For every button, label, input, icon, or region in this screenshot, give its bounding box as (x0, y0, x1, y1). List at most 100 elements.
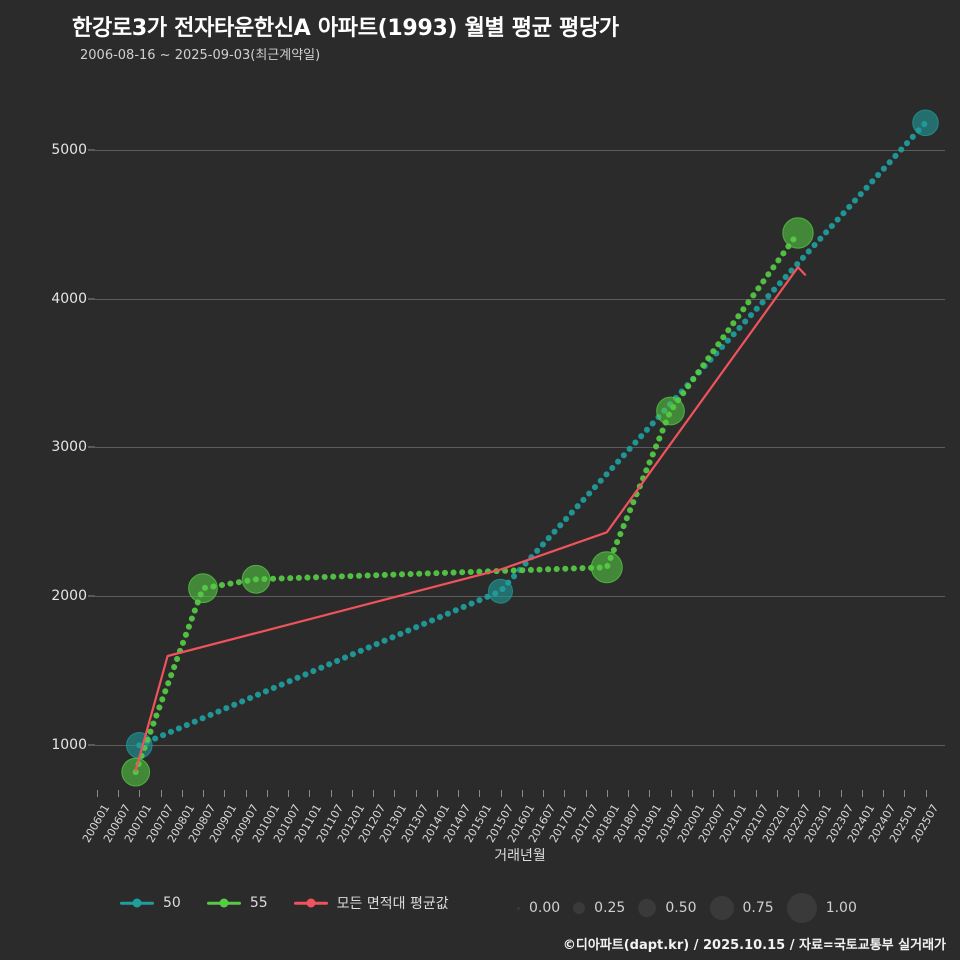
x-tick-mark (776, 790, 778, 797)
legend-swatch-icon (293, 898, 328, 908)
data-point[interactable] (912, 109, 939, 137)
x-tick-mark (266, 790, 268, 797)
size-legend-item: 0.75 (701, 896, 774, 920)
x-tick-mark (734, 790, 736, 797)
size-legend-label: 0.25 (594, 900, 626, 916)
y-tick-mark (88, 298, 95, 299)
plot-area: 1000 2000 3000 4000 5000 200601 200607 200701 2… (51, 90, 945, 845)
x-tick-mark (458, 790, 460, 797)
x-tick-mark (543, 790, 545, 797)
x-tick-mark (139, 790, 141, 797)
x-tick-mark (564, 790, 566, 797)
x-tick-mark (479, 790, 481, 797)
series-line (132, 230, 801, 776)
page-title: 한강로3가 전자타운한신A 아파트(1993) 월별 평균 평당가 (72, 16, 619, 41)
series-line (134, 266, 807, 772)
y-tick-label: 2000 (51, 588, 87, 605)
x-tick-mark (309, 790, 311, 797)
x-tick-mark (904, 790, 906, 797)
size-legend-item: 1.00 (778, 893, 857, 923)
gridline (95, 745, 945, 747)
x-tick-mark (649, 790, 651, 797)
series-line (136, 119, 929, 749)
size-bubble-icon (786, 893, 817, 923)
x-tick-mark (628, 790, 630, 797)
data-point[interactable] (590, 551, 623, 584)
data-point[interactable] (121, 757, 151, 787)
x-tick-mark (713, 790, 715, 797)
y-tick-label: 1000 (51, 737, 87, 754)
page-subtitle: 2006-08-16 ~ 2025-09-03(최근계약일) (80, 48, 321, 63)
data-point[interactable] (656, 396, 685, 426)
legend-item-50[interactable]: 50 (120, 895, 181, 911)
x-tick-mark (181, 790, 183, 797)
legend-label: 55 (249, 895, 268, 911)
x-tick-mark (755, 790, 757, 797)
size-legend-item: 0.00 (508, 900, 560, 916)
data-point[interactable] (782, 217, 814, 249)
x-tick-mark (883, 790, 885, 797)
legend-swatch-icon (120, 898, 154, 908)
series-모든 면적대 평균값 (134, 266, 807, 772)
x-tick-mark (670, 790, 672, 797)
size-bubble-icon (517, 906, 520, 910)
x-tick-mark (436, 790, 438, 797)
footer-credit: ©디아파트(dapt.kr) / 2025.10.15 / 자료=국토교통부 실… (562, 938, 946, 953)
size-bubble-icon (573, 902, 586, 914)
size-legend: 0.00 0.25 0.50 0.75 1.00 (508, 893, 861, 923)
x-tick-mark (606, 790, 608, 797)
x-tick-mark (521, 790, 523, 797)
size-legend-item: 0.25 (564, 900, 625, 916)
x-tick-mark (160, 790, 162, 797)
x-tick-mark (330, 790, 332, 797)
x-tick-mark (96, 790, 98, 797)
x-tick-mark (203, 790, 205, 797)
x-tick-mark (394, 790, 396, 797)
legend-item-모든 면적대 평균값[interactable]: 모든 면적대 평균값 (293, 893, 449, 913)
size-legend-label: 0.00 (529, 900, 561, 916)
y-tick-mark (88, 744, 95, 746)
y-tick-label: 3000 (51, 439, 87, 456)
series-55 (121, 217, 814, 787)
x-axis-title: 거래년월 (494, 848, 546, 864)
size-bubble-icon (709, 896, 734, 920)
x-tick-mark (415, 790, 417, 797)
legend-label: 50 (163, 895, 181, 911)
y-tick-mark (88, 149, 95, 151)
x-tick-mark (691, 790, 693, 797)
x-tick-mark (224, 790, 226, 797)
size-bubble-icon (638, 899, 657, 917)
y-tick-mark (88, 595, 95, 597)
x-tick-mark (351, 790, 353, 797)
size-legend-label: 0.75 (742, 900, 774, 916)
x-tick-mark (925, 790, 927, 797)
y-tick-label: 5000 (51, 141, 87, 158)
series-layer (121, 109, 939, 787)
x-tick-mark (245, 790, 247, 797)
x-tick-mark (288, 790, 290, 797)
x-tick-mark (819, 790, 821, 797)
data-point[interactable] (188, 573, 218, 604)
size-legend-item: 0.50 (629, 899, 697, 917)
x-tick-mark (500, 790, 502, 797)
gridline (95, 447, 945, 449)
x-tick-mark (118, 790, 120, 797)
x-tick-mark (373, 790, 375, 797)
y-tick-mark (88, 446, 95, 448)
gridline (95, 149, 945, 151)
data-point[interactable] (241, 564, 271, 594)
data-point[interactable] (488, 578, 513, 604)
legend-label: 모든 면적대 평균값 (336, 896, 449, 912)
size-legend-label: 0.50 (665, 900, 697, 916)
series-legend[interactable]: 50 55 모든 면적대 평균값 (120, 893, 475, 913)
gridline (95, 596, 945, 598)
legend-swatch-icon (206, 898, 241, 908)
x-tick-mark (840, 790, 842, 797)
legend-item-55[interactable]: 55 (206, 895, 268, 911)
series-50 (126, 109, 939, 759)
size-legend-label: 1.00 (825, 900, 857, 916)
x-tick-mark (861, 790, 863, 797)
y-tick-label: 4000 (51, 290, 87, 307)
gridline (95, 298, 945, 300)
